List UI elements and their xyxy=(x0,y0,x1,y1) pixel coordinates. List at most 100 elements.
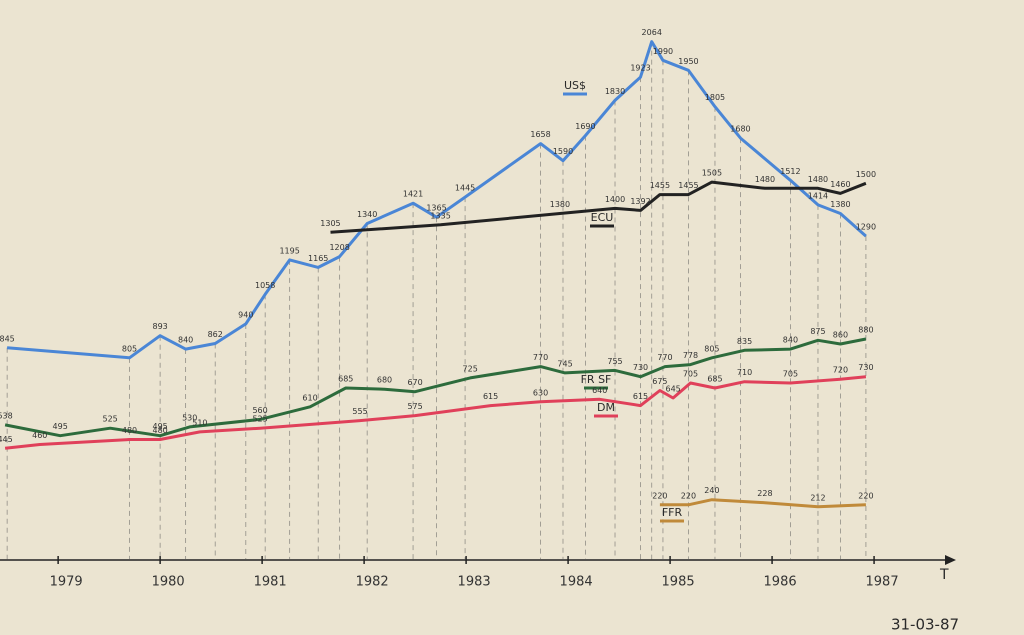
data-label: 705 xyxy=(783,369,798,378)
data-label: 1923 xyxy=(630,64,650,73)
x-tick-label: 1987 xyxy=(866,575,899,590)
data-label: 1208 xyxy=(329,243,349,252)
data-label: 1290 xyxy=(856,223,876,232)
data-label: 1414 xyxy=(808,191,828,200)
data-label: 1392 xyxy=(630,197,650,206)
data-label: 1460 xyxy=(830,180,850,189)
data-label: 1658 xyxy=(530,130,550,139)
data-label: 1480 xyxy=(808,175,828,184)
data-label: 675 xyxy=(652,377,667,386)
data-label: 1690 xyxy=(575,122,595,131)
x-tick-label: 1979 xyxy=(50,575,83,590)
x-tick-label: 1981 xyxy=(254,575,287,590)
data-label: 770 xyxy=(657,353,672,362)
data-label: 510 xyxy=(192,418,207,427)
data-label: 805 xyxy=(122,344,137,353)
series-name: FR SF xyxy=(581,373,612,386)
data-label: 228 xyxy=(757,489,772,498)
data-label: 1400 xyxy=(605,195,625,204)
x-tick-label: 1984 xyxy=(560,575,593,590)
data-label: 525 xyxy=(252,415,267,424)
data-label: 755 xyxy=(607,357,622,366)
data-label: 1421 xyxy=(403,190,423,199)
series-line xyxy=(4,337,867,438)
data-label: 862 xyxy=(208,330,223,339)
data-label: 1340 xyxy=(357,210,377,219)
series-name: FFR xyxy=(662,506,683,519)
series-line xyxy=(659,498,866,509)
data-label: 1455 xyxy=(678,181,698,190)
data-label: 530 xyxy=(182,413,197,422)
series-name: DM xyxy=(597,401,615,414)
data-label: 220 xyxy=(858,491,873,500)
data-label: 880 xyxy=(858,326,873,335)
data-label: 1335 xyxy=(430,211,450,220)
axis-arrow xyxy=(945,555,956,565)
data-label: 645 xyxy=(666,385,681,394)
series-name: US$ xyxy=(564,79,586,92)
data-label: 1380 xyxy=(550,200,570,209)
data-label: 1830 xyxy=(605,87,625,96)
data-label: 685 xyxy=(707,374,722,383)
data-label: 845 xyxy=(0,334,15,343)
data-label: 710 xyxy=(737,368,752,377)
x-tick-label: 1983 xyxy=(458,575,491,590)
series-line xyxy=(4,375,867,450)
series-line xyxy=(330,180,867,234)
data-label: 720 xyxy=(833,366,848,375)
data-label: 480 xyxy=(122,426,137,435)
data-label: 1500 xyxy=(856,170,876,179)
data-label: 1455 xyxy=(650,181,670,190)
data-label: 480 xyxy=(152,426,167,435)
data-label: 835 xyxy=(737,337,752,346)
data-label: 538 xyxy=(0,411,13,420)
data-label: 1990 xyxy=(653,47,673,56)
data-label: 805 xyxy=(704,344,719,353)
data-label: 1305 xyxy=(320,219,340,228)
data-label: 1950 xyxy=(678,57,698,66)
data-label: 1480 xyxy=(755,175,775,184)
data-label: 240 xyxy=(704,486,719,495)
data-label: 1445 xyxy=(455,184,475,193)
x-tick-label: 1986 xyxy=(764,575,797,590)
data-label: 875 xyxy=(810,327,825,336)
data-label: 1165 xyxy=(308,254,328,263)
data-label: 770 xyxy=(533,353,548,362)
data-label: 220 xyxy=(652,491,667,500)
data-label: 860 xyxy=(833,331,848,340)
data-label: 778 xyxy=(683,351,698,360)
series-name: ECU xyxy=(591,211,614,224)
data-label: 555 xyxy=(352,407,367,416)
data-label: 495 xyxy=(53,422,68,431)
data-label: 560 xyxy=(252,406,267,415)
data-label: 730 xyxy=(633,363,648,372)
data-label: 840 xyxy=(783,336,798,345)
data-label: 1505 xyxy=(702,169,722,178)
data-label: 893 xyxy=(152,322,167,331)
data-label: 1512 xyxy=(780,167,800,176)
data-label: 220 xyxy=(681,491,696,500)
data-label: 1380 xyxy=(830,200,850,209)
data-label: 615 xyxy=(483,392,498,401)
x-tick-label: 1980 xyxy=(152,575,185,590)
data-label: 685 xyxy=(338,374,353,383)
data-label: 745 xyxy=(557,359,572,368)
data-label: 212 xyxy=(810,493,825,502)
data-label: 2064 xyxy=(642,28,662,37)
data-label: 615 xyxy=(633,392,648,401)
date-note: 31-03-87 xyxy=(891,616,959,634)
data-label: 495 xyxy=(152,422,167,431)
data-label: 1680 xyxy=(730,125,750,134)
x-tick-label: 1982 xyxy=(356,575,389,590)
data-label: 460 xyxy=(32,431,47,440)
x-axis-label: T xyxy=(939,567,949,583)
data-label: 640 xyxy=(592,386,607,395)
series-line xyxy=(6,40,867,360)
data-label: 705 xyxy=(683,369,698,378)
data-label: 575 xyxy=(407,402,422,411)
data-label: 940 xyxy=(238,310,253,319)
data-label: 1195 xyxy=(279,246,299,255)
